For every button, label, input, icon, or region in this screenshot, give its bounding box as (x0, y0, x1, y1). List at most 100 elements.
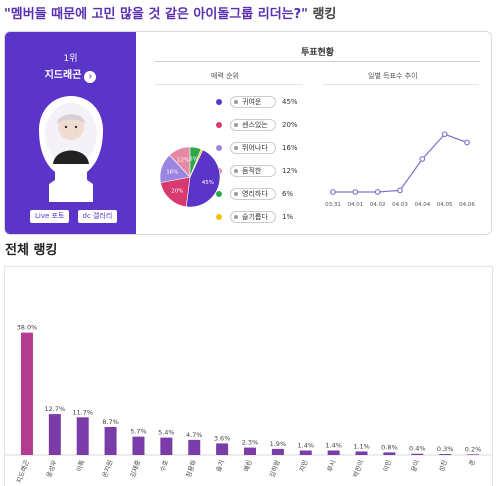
overall-ranking-chart: 38.0% 지드래곤 12.7% 옹성우 11.7% 이특 8.7% 온지원 5.7% 김재중 5.… (4, 266, 493, 486)
legend-percent: 45% (282, 97, 298, 106)
ranking-bar[interactable] (327, 450, 340, 455)
ranking-bar[interactable] (383, 452, 396, 455)
ranking-bar-category[interactable]: 옹성우 (44, 459, 59, 479)
ranking-bar-category[interactable]: 김하랑 (267, 459, 282, 479)
daily-votes-point (464, 139, 470, 146)
ranking-bar-value: 5.4% (158, 429, 175, 437)
ranking-bar-category[interactable]: 온지원 (100, 459, 115, 479)
ranking-bar-category[interactable]: 정용화 (184, 459, 199, 479)
ranking-bar-category[interactable]: 이특 (74, 459, 87, 473)
ranking-bar-category[interactable]: 박진이 (351, 459, 366, 479)
pie-slice (160, 176, 191, 208)
dc-gallery-button[interactable]: dc 갤러리 (77, 210, 118, 223)
ranking-bar-category[interactable]: 지드래곤 (14, 459, 31, 485)
overall-bar-svg: 38.0% 지드래곤 12.7% 옹성우 11.7% 이특 8.7% 온지원 5.7% 김재중 5.… (5, 324, 492, 485)
ranking-bar-value: 38.0% (17, 324, 38, 332)
legend-percent: 20% (282, 120, 298, 129)
ranking-bar-value: 1.4% (298, 441, 315, 449)
portrait-frame (39, 96, 103, 202)
divider (155, 61, 480, 62)
overall-ranking-title: 전체 랭킹 (5, 243, 58, 258)
ranking-bar[interactable] (20, 332, 33, 455)
ranking-bar[interactable] (188, 439, 201, 455)
ranking-bar-category[interactable]: 슬기 (213, 459, 226, 473)
ranking-bar-value: 11.7% (72, 408, 93, 416)
legend-label: 슬기롭다 (230, 210, 276, 223)
ranking-bar-category[interactable]: 성진 (437, 459, 450, 473)
page-title: "멤버들 때문에 고민 많을 것 같은 아이돌그룹 리더는?" 랭킹 (4, 3, 336, 22)
ranking-bar-category[interactable]: 김재중 (129, 459, 143, 479)
ranking-bar-value: 1.4% (325, 441, 342, 449)
winner-name: 지드래곤 (44, 70, 82, 81)
ranking-bar[interactable] (244, 447, 256, 455)
ranking-bar-value: 1.1% (353, 442, 370, 450)
legend-label: 듬직한 (230, 164, 276, 177)
legend-dot-icon (216, 190, 222, 197)
winner-rank: 1위 (63, 54, 78, 64)
legend-label: 뛰어나다 (230, 141, 276, 154)
ranking-bar-value: 0.2% (465, 445, 482, 453)
daily-votes-point (397, 187, 403, 194)
ranking-bar-category[interactable]: 경 (466, 459, 477, 468)
pie-slice-label: 12% (177, 158, 189, 164)
daily-votes-point (330, 189, 336, 195)
ranking-bar-category[interactable]: 수호 (159, 459, 171, 473)
legend-dot-icon (216, 144, 222, 151)
ranking-bar-value: 12.7% (44, 405, 65, 413)
ranking-bar[interactable] (216, 443, 229, 455)
ranking-bar-value: 1.9% (270, 440, 287, 448)
daily-votes-tick-label: 04.04 (414, 202, 430, 208)
ranking-bar[interactable] (299, 450, 312, 455)
legend-dot-icon (216, 213, 222, 220)
legend-percent: 1% (282, 212, 294, 221)
divider (323, 84, 479, 85)
ranking-bar[interactable] (271, 448, 284, 455)
ranking-bar-category[interactable]: 루시 (326, 459, 338, 473)
legend-item: 귀여운 45% (216, 95, 298, 108)
charm-ranking-title: 매력 순위 (211, 72, 239, 80)
ranking-bar[interactable] (355, 451, 368, 455)
ranking-bar[interactable] (132, 436, 145, 455)
vote-card: 1위 지드래곤 › Live 포토 dc 갤러리 투표현황 매력 순위 일별 득표… (4, 31, 492, 235)
live-photo-button[interactable]: Live 포토 (30, 210, 70, 223)
ranking-bar[interactable] (160, 437, 173, 455)
ranking-bar-category[interactable]: 윤이 (409, 459, 422, 473)
legend-item: 센스있는 20% (216, 118, 298, 131)
ranking-bar[interactable] (411, 453, 424, 455)
legend-item: 영리하다 6% (216, 187, 293, 200)
legend-label: 귀여운 (230, 95, 276, 108)
legend-item: 뛰어나다 16% (216, 141, 298, 154)
ranking-bar-value: 3.6% (214, 434, 231, 442)
daily-votes-tick-label: 04.02 (370, 202, 386, 208)
legend-percent: 12% (282, 166, 298, 175)
ranking-bar[interactable] (467, 454, 480, 455)
ranking-bar-category[interactable]: 지민 (297, 459, 310, 473)
daily-votes-point (352, 189, 359, 195)
vote-status-title: 투표현황 (300, 48, 335, 58)
page-title-suffix: 랭킹 (312, 7, 337, 22)
pie-slice-label: 45% (202, 180, 214, 186)
daily-votes-line (333, 133, 468, 193)
ranking-bar-value: 0.8% (381, 443, 398, 451)
ranking-bar-category[interactable]: 예린 (241, 459, 254, 473)
legend-percent: 16% (282, 143, 298, 152)
daily-votes-title: 일별 득표수 추이 (368, 72, 418, 80)
ranking-bar[interactable] (104, 426, 117, 455)
legend-dot-icon (216, 121, 222, 128)
legend-label: 영리하다 (230, 187, 276, 200)
daily-votes-tick-label: 04.03 (392, 202, 408, 208)
pie-slice-label: 20% (171, 189, 183, 195)
daily-votes-tick-label: 04.01 (347, 202, 363, 208)
ranking-bar[interactable] (48, 414, 61, 455)
ranking-bar-value: 0.3% (437, 445, 454, 453)
pie-slice-label: 16% (166, 169, 178, 175)
ranking-bar[interactable] (76, 417, 89, 455)
legend-item: 슬기롭다 1% (216, 210, 293, 223)
winner-buttons: Live 포토 dc 갤러리 (30, 203, 120, 223)
legend-item: 듬직한 12% (216, 164, 298, 177)
ranking-bar[interactable] (439, 454, 452, 455)
daily-votes-tick-label: 04.05 (437, 202, 453, 208)
winner-name-link[interactable]: 지드래곤 › (5, 66, 136, 83)
winner-panel: 1위 지드래곤 › Live 포토 dc 갤러리 (5, 32, 136, 234)
ranking-bar-category[interactable]: 이민 (381, 459, 394, 473)
